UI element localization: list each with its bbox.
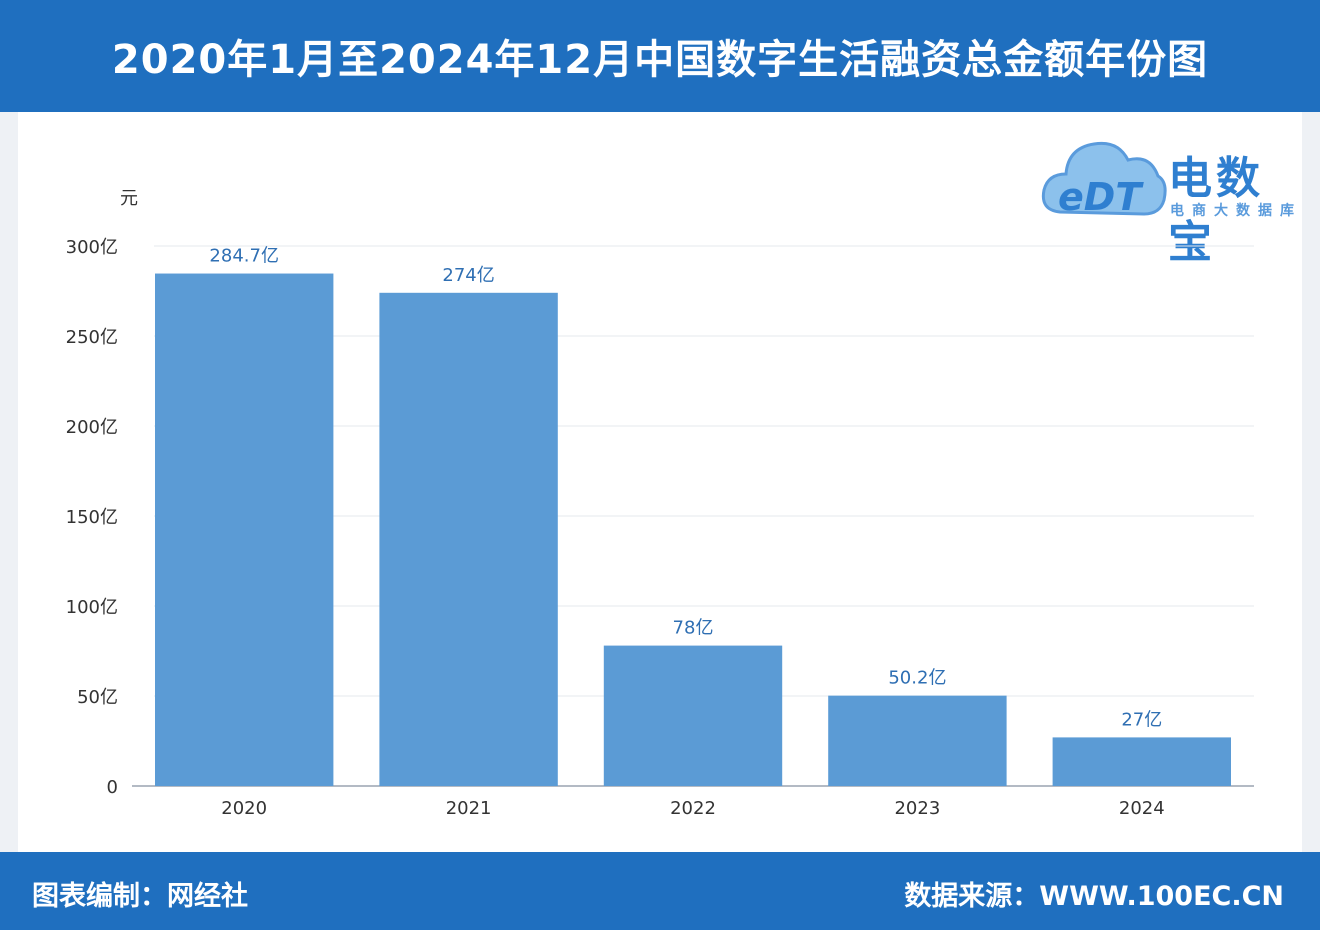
bar-2021 (379, 292, 558, 786)
x-tick-label: 2024 (1119, 798, 1165, 819)
y-tick-label: 100亿 (66, 597, 118, 618)
y-tick-label: 50亿 (77, 687, 118, 708)
bar-2022 (603, 645, 783, 786)
y-tick-label: 150亿 (66, 507, 118, 528)
bar-2024 (1052, 737, 1231, 786)
y-tick-label: 0 (107, 777, 118, 798)
data-label: 27亿 (1121, 709, 1162, 730)
y-tick-label: 200亿 (66, 417, 118, 438)
chart-title: 2020年1月至2024年12月中国数字生活融资总金额年份图 (111, 37, 1209, 83)
y-tick-label: 300亿 (66, 237, 118, 258)
footer-source: 数据来源：WWW.100EC.CN (904, 881, 1284, 912)
x-tick-label: 2023 (894, 798, 940, 819)
data-label: 78亿 (673, 618, 714, 639)
x-tick-label: 2021 (446, 798, 492, 819)
header-bar: 2020年1月至2024年12月中国数字生活融资总金额年份图 (0, 0, 1320, 112)
x-tick-label: 2022 (670, 798, 716, 819)
data-label: 274亿 (442, 265, 494, 286)
brand-logo: eDT 电数宝 电商大数据库 (1040, 120, 1310, 268)
y-axis-unit: 元 (120, 188, 138, 209)
bar-2020 (155, 273, 334, 786)
logo-mark: eDT (1058, 175, 1144, 219)
y-tick-label: 250亿 (66, 327, 118, 348)
data-label: 50.2亿 (888, 668, 946, 689)
logo-subtitle: 电商大数据库 (1170, 203, 1302, 219)
bar-2023 (828, 695, 1007, 786)
logo-brand-text: 电数宝 (1168, 153, 1264, 268)
footer-credit: 图表编制：网经社 (32, 881, 248, 912)
cloud-icon: eDT (1041, 141, 1167, 219)
data-label: 284.7亿 (209, 246, 279, 267)
footer-bar: 图表编制：网经社 数据来源：WWW.100EC.CN (0, 852, 1320, 930)
x-tick-label: 2020 (221, 798, 267, 819)
